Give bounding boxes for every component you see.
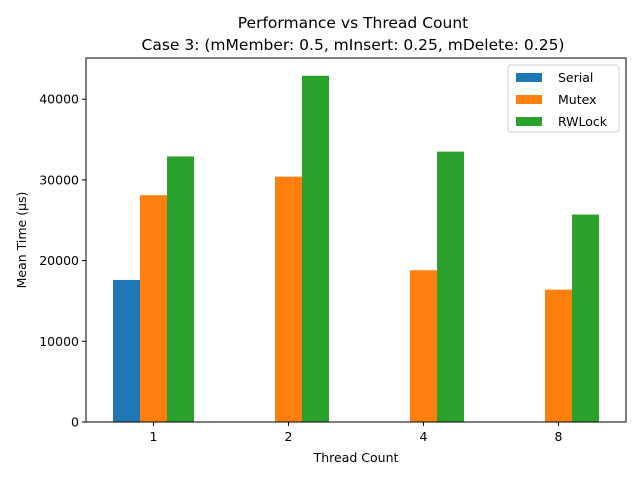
y-axis-label: Mean Time (µs) [14,192,29,289]
chart-title: Performance vs Thread Count [238,14,468,32]
bar-mutex-1 [140,195,167,422]
legend-label-serial: Serial [558,70,593,85]
legend-swatch-serial [516,73,542,82]
chart-subtitle: Case 3: (mMember: 0.5, mInsert: 0.25, mD… [142,36,565,54]
bar-mutex-2 [275,176,302,422]
x-tick-label: 1 [150,429,158,444]
y-tick-label: 30000 [39,172,79,187]
bar-rwlock-8 [572,214,599,422]
x-axis-label: Thread Count [313,450,399,465]
bar-rwlock-2 [302,75,329,422]
legend: Serial Mutex RWLock [507,64,620,133]
x-tick-label: 4 [420,429,428,444]
bar-mutex-8 [545,289,572,422]
x-axis-ticks: 1 2 4 8 [150,422,563,444]
bar-mutex-4 [410,270,437,422]
legend-swatch-rwlock [516,117,542,126]
y-tick-label: 40000 [39,92,79,107]
bar-rwlock-4 [437,151,464,423]
plot-frame [85,57,627,423]
x-tick-label: 2 [285,429,293,444]
y-tick-label: 0 [71,415,79,430]
legend-label-mutex: Mutex [558,92,596,107]
bars-layer [113,75,599,423]
y-tick-label: 20000 [39,253,79,268]
bar-serial-1 [113,279,140,422]
legend-label-rwlock: RWLock [558,114,608,129]
y-tick-label: 10000 [39,334,79,349]
x-tick-label: 8 [555,429,563,444]
y-axis-ticks: 0 10000 20000 30000 40000 [39,92,86,430]
legend-swatch-mutex [516,95,542,104]
bar-rwlock-1 [167,156,194,422]
